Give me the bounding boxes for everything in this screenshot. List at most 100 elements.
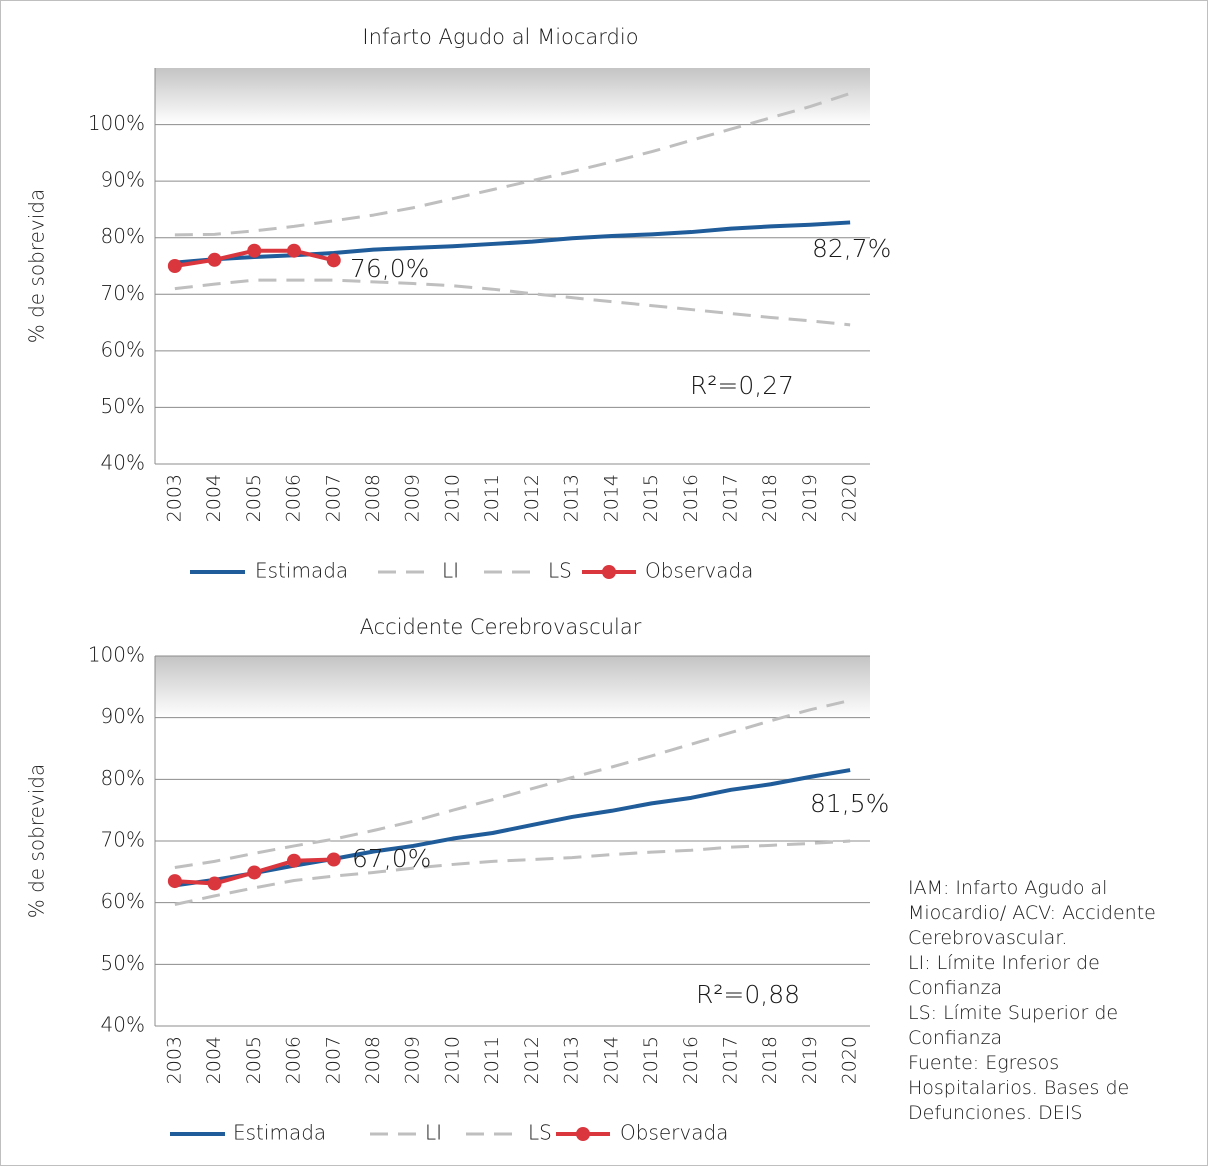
- x-tick-label: 2015: [640, 474, 662, 522]
- chart-title: Accidente Cerebrovascular: [360, 615, 642, 639]
- y-tick-label: 80%: [101, 224, 145, 248]
- x-tick-label: 2012: [521, 1036, 543, 1084]
- y-tick-label: 90%: [101, 704, 145, 728]
- note-line: Hospitalarios. Bases de: [908, 1077, 1130, 1099]
- x-tick-label: 2013: [561, 474, 583, 522]
- x-tick-label: 2004: [203, 1036, 225, 1084]
- chart-title: Infarto Agudo al Miocardio: [362, 25, 638, 49]
- x-tick-label: 2020: [839, 474, 861, 522]
- note-line: Fuente: Egresos: [908, 1052, 1060, 1074]
- y-tick-label: 60%: [101, 337, 145, 361]
- y-tick-label: 90%: [101, 168, 145, 192]
- series-line: [174, 92, 851, 237]
- note-line: Cerebrovascular.: [908, 927, 1068, 949]
- y-tick-label: 80%: [101, 766, 145, 790]
- x-tick-label: 2011: [481, 474, 503, 522]
- note-line: LI: Límite Inferior de: [908, 952, 1100, 974]
- x-tick-label: 2004: [203, 474, 225, 522]
- x-tick-label: 2010: [441, 474, 463, 522]
- point: [167, 874, 182, 889]
- x-tick-label: 2008: [362, 474, 384, 522]
- note-line: Miocardio/ ACV: Accidente: [908, 902, 1156, 924]
- x-tick-label: 2015: [640, 1036, 662, 1084]
- x-tick-label: 2007: [322, 1036, 344, 1084]
- x-tick-label: 2018: [759, 474, 781, 522]
- y-tick-label: 40%: [101, 451, 145, 475]
- x-tick-label: 2008: [362, 1036, 384, 1084]
- chart: Accidente Cerebrovascular % de sobrevida 4…: [25, 615, 890, 1145]
- series-line: [174, 278, 851, 327]
- series-line: [174, 220, 851, 265]
- x-tick-label: 2016: [680, 1036, 702, 1084]
- legend-label: Estimada: [233, 1121, 326, 1145]
- point: [326, 253, 341, 268]
- x-tick-label: 2019: [799, 474, 821, 522]
- x-tick-label: 2005: [243, 1036, 265, 1084]
- x-tick-label: 2018: [759, 1036, 781, 1084]
- x-tick-label: 2005: [243, 474, 265, 522]
- y-tick-label: 100%: [88, 643, 145, 667]
- point: [207, 252, 222, 267]
- point: [287, 853, 302, 868]
- legend-label: LS: [548, 559, 572, 583]
- plot-band: [155, 656, 870, 718]
- series-line: [174, 698, 851, 869]
- point: [207, 876, 222, 891]
- note-line: Confianza: [908, 977, 1003, 999]
- note: IAM: Infarto Agudo al Miocardio/ ACV: Acc…: [908, 876, 1198, 1126]
- legend-marker: [602, 565, 616, 579]
- point: [287, 243, 302, 258]
- annotation: 82,7%: [812, 234, 891, 263]
- y-tick-label: 70%: [101, 828, 145, 852]
- legend-label: LS: [528, 1121, 552, 1145]
- x-tick-label: 2016: [680, 474, 702, 522]
- note-line: Confianza: [908, 1027, 1003, 1049]
- legend-label: Observada: [620, 1121, 728, 1145]
- x-tick-label: 2009: [402, 474, 424, 522]
- series-line: [174, 839, 851, 906]
- y-tick-label: 50%: [101, 394, 145, 418]
- x-tick-label: 2013: [561, 1036, 583, 1084]
- point: [326, 852, 341, 867]
- x-tick-label: 2019: [799, 1036, 821, 1084]
- x-tick-label: 2006: [283, 1036, 305, 1084]
- y-tick-label: 70%: [101, 281, 145, 305]
- y-tick-label: 60%: [101, 889, 145, 913]
- y-axis-label: % de sobrevida: [25, 764, 49, 919]
- annotation: 67,0%: [352, 844, 431, 873]
- note-line: LS: Límite Superior de: [908, 1002, 1119, 1024]
- annotation: 76,0%: [350, 254, 429, 283]
- legend-label: LI: [425, 1121, 442, 1145]
- x-tick-label: 2014: [600, 1036, 622, 1084]
- legend-marker: [576, 1127, 590, 1141]
- x-tick-label: 2003: [163, 474, 185, 522]
- point: [167, 259, 182, 273]
- x-tick-label: 2009: [402, 1036, 424, 1084]
- series-line: [174, 768, 851, 888]
- point: [247, 243, 262, 258]
- annotation: R²=0,27: [690, 371, 794, 400]
- x-tick-label: 2014: [600, 474, 622, 522]
- y-tick-label: 40%: [101, 1013, 145, 1037]
- y-tick-label: 100%: [88, 111, 145, 135]
- note-line: IAM: Infarto Agudo al: [908, 877, 1108, 899]
- point: [247, 865, 262, 880]
- x-tick-label: 2007: [322, 474, 344, 522]
- legend-label: Observada: [645, 559, 753, 583]
- legend-label: LI: [442, 559, 459, 583]
- x-tick-label: 2012: [521, 474, 543, 522]
- x-tick-label: 2003: [163, 1036, 185, 1084]
- chart: Infarto Agudo al Miocardio % de sobrevida…: [25, 25, 892, 583]
- plot-band: [155, 68, 870, 125]
- x-tick-label: 2020: [839, 1036, 861, 1084]
- annotation: 81,5%: [810, 789, 889, 818]
- x-tick-label: 2006: [283, 474, 305, 522]
- note-line: Defunciones. DEIS: [908, 1102, 1083, 1124]
- annotation: R²=0,88: [696, 980, 800, 1009]
- y-axis-label: % de sobrevida: [25, 189, 49, 344]
- x-tick-label: 2011: [481, 1036, 503, 1084]
- legend-label: Estimada: [255, 559, 348, 583]
- x-tick-label: 2017: [719, 474, 741, 522]
- x-tick-label: 2010: [441, 1036, 463, 1084]
